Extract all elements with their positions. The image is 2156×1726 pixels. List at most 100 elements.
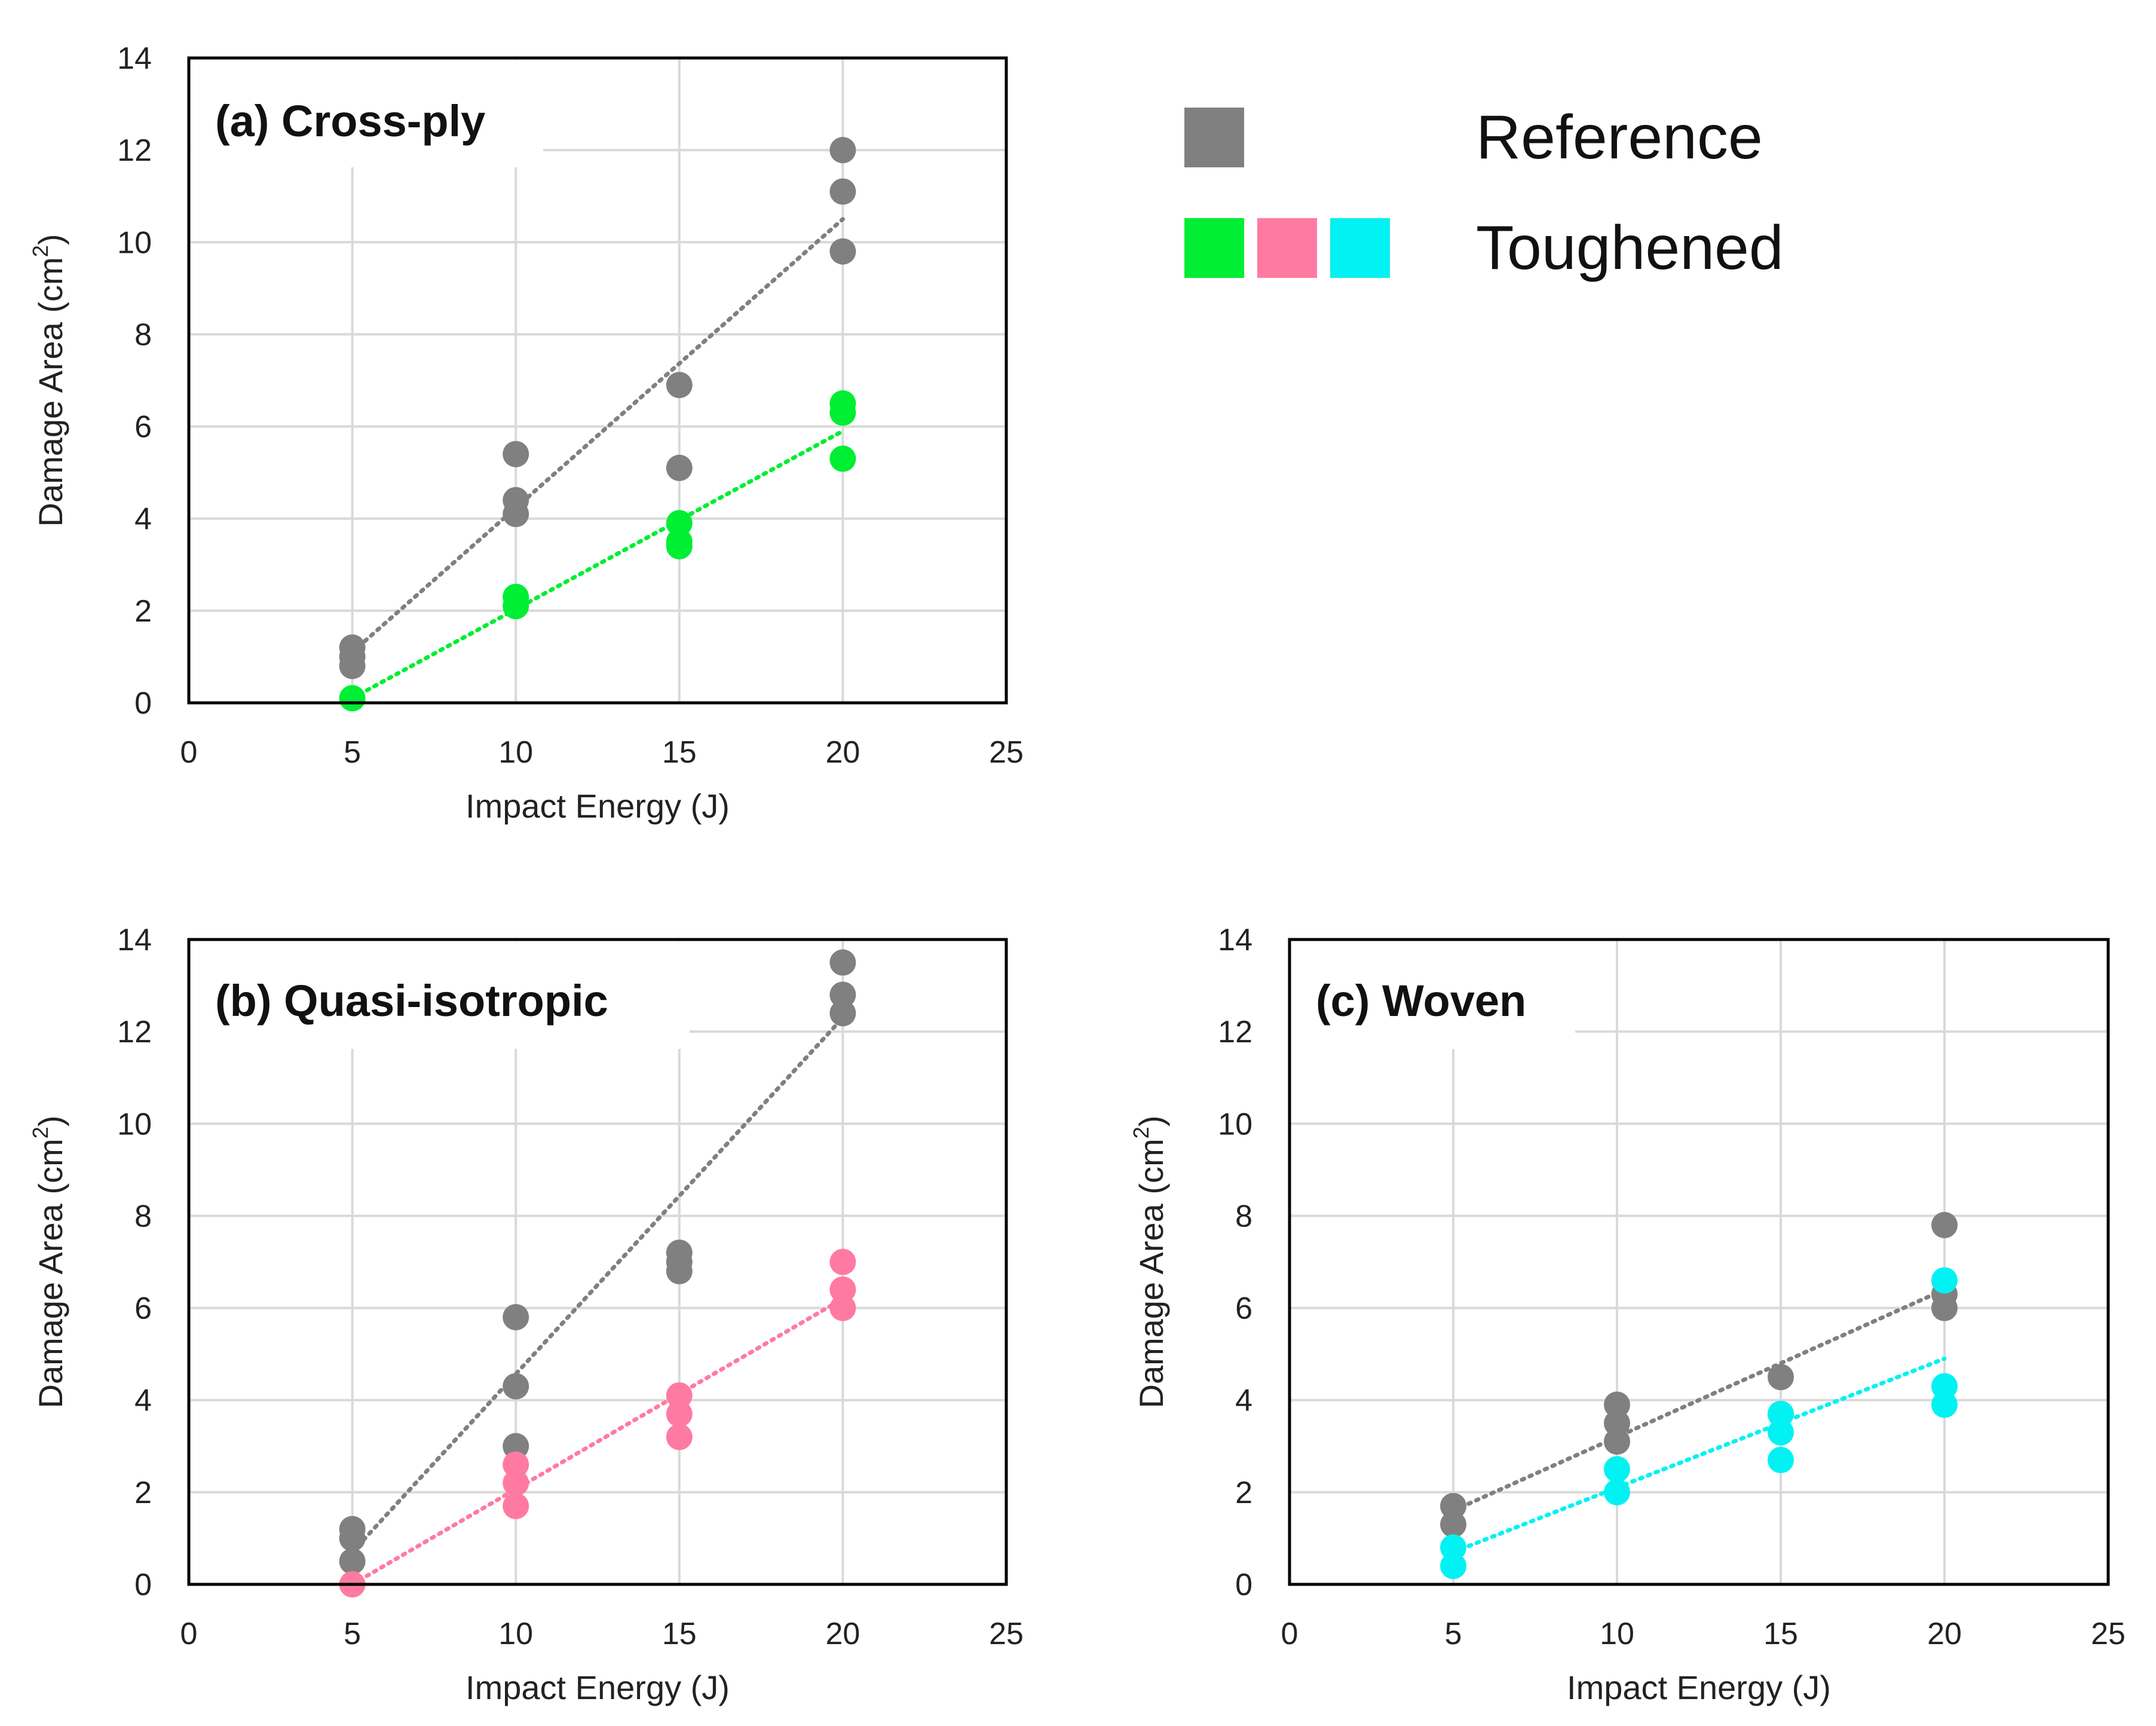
y-tick-label: 4 [134, 502, 152, 537]
data-point-reference [1931, 1211, 1958, 1238]
y-tick-label: 0 [134, 1568, 152, 1602]
y-axis-label-main: Damage Area (cm [32, 1139, 69, 1408]
data-point-reference [1440, 1492, 1466, 1519]
data-point-toughened [503, 1492, 529, 1519]
data-point-toughened [666, 1424, 693, 1450]
x-tick-label: 5 [344, 735, 361, 770]
data-point-toughened [829, 390, 856, 417]
data-point-toughened [829, 1248, 856, 1275]
data-point-reference [503, 1303, 529, 1330]
title-background [191, 60, 543, 167]
data-point-reference [1604, 1428, 1630, 1455]
data-point-toughened [1768, 1446, 1794, 1473]
data-point-reference [1768, 1364, 1794, 1391]
y-tick-label: 14 [117, 41, 152, 76]
legend-swatch-toughened-pink [1257, 218, 1317, 278]
trendline-reference [1451, 1287, 1947, 1513]
x-tick-label: 25 [2091, 1617, 2126, 1651]
legend-swatch-toughened-green [1184, 218, 1244, 278]
y-tick-label: 12 [117, 1015, 152, 1049]
y-axis-label-main: Damage Area (cm [32, 257, 69, 527]
legend: Reference Toughened [1184, 103, 1784, 283]
data-point-toughened [829, 1276, 856, 1303]
chart-cross-ply: (a) Cross-ply 0 2 4 6 8 10 12 14 0 5 10 15 20 25 Impact… [28, 41, 1024, 825]
y-axis-label-close: ) [32, 234, 69, 246]
data-point-reference [1604, 1391, 1630, 1418]
y-tick-label: 0 [134, 686, 152, 721]
x-axis-label: Impact Energy (J) [466, 1669, 730, 1706]
y-tick-label: 10 [117, 1107, 152, 1142]
x-tick-label: 25 [989, 735, 1024, 770]
x-axis-label: Impact Energy (J) [466, 787, 730, 825]
data-point-toughened [829, 445, 856, 472]
plot-frame [187, 938, 1008, 1586]
chart-title: (a) Cross-ply [215, 96, 485, 146]
y-axis-label: Damage Area (cm2) [1129, 1116, 1170, 1409]
data-point-reference [829, 1000, 856, 1027]
legend-label-reference: Reference [1476, 103, 1763, 172]
data-point-reference [339, 1516, 366, 1543]
y-tick-label: 0 [1235, 1568, 1252, 1602]
y-tick-label: 4 [134, 1384, 152, 1418]
data-point-reference [339, 634, 366, 661]
x-tick-label: 20 [1927, 1617, 1962, 1651]
x-tick-label: 20 [825, 1617, 860, 1651]
data-point-toughened [1931, 1391, 1958, 1418]
y-tick-label: 14 [1218, 923, 1252, 957]
y-axis-label: Damage Area (cm2) [28, 234, 69, 527]
x-axis-label: Impact Energy (J) [1567, 1669, 1831, 1706]
data-point-reference [829, 981, 856, 1008]
data-point-toughened [503, 1470, 529, 1497]
legend-swatch-toughened-cyan [1330, 218, 1390, 278]
y-axis-label-close: ) [32, 1116, 69, 1127]
y-tick-label: 4 [1235, 1384, 1252, 1418]
data-point-reference [503, 1433, 529, 1459]
data-point-toughened [1440, 1534, 1466, 1561]
y-tick-label: 12 [1218, 1015, 1252, 1049]
data-point-toughened [666, 510, 693, 537]
data-point-toughened [1440, 1553, 1466, 1580]
y-tick-label: 2 [1235, 1476, 1252, 1510]
data-point-toughened [339, 685, 366, 712]
trendline-toughened [350, 429, 845, 700]
data-point-reference [503, 440, 529, 467]
trendline-reference [350, 1015, 845, 1554]
y-tick-label: 6 [134, 1292, 152, 1326]
data-point-toughened [666, 1382, 693, 1409]
x-tick-label: 15 [662, 735, 697, 770]
chart-woven: (c) Woven 0 2 4 6 8 10 12 14 0 5 10 15 20 25 Impact Ene… [1129, 923, 2126, 1706]
y-tick-label: 12 [117, 133, 152, 168]
trendline-toughened [350, 1296, 845, 1587]
y-tick-label: 8 [134, 1199, 152, 1234]
data-point-toughened [829, 1294, 856, 1321]
data-point-reference [666, 454, 693, 481]
y-tick-label: 2 [134, 1476, 152, 1510]
chart-title: (b) Quasi-isotropic [215, 976, 608, 1026]
chart-quasi-isotropic: (b) Quasi-isotropic 0 2 4 6 8 10 12 14 0 5 10 15 20 25… [28, 923, 1024, 1706]
y-axis-label-close: ) [1132, 1116, 1170, 1127]
legend-label-toughened: Toughened [1476, 213, 1784, 283]
data-point-reference [666, 372, 693, 399]
title-background [191, 941, 690, 1049]
data-point-reference [829, 949, 856, 976]
x-tick-label: 10 [1600, 1617, 1634, 1651]
data-point-reference [666, 1240, 693, 1266]
data-point-toughened [503, 1451, 529, 1478]
data-point-toughened [1768, 1419, 1794, 1446]
x-tick-label: 0 [1281, 1617, 1298, 1651]
y-axis-label-superscript: 2 [28, 245, 53, 257]
data-point-reference [339, 1548, 366, 1575]
y-axis-label-superscript: 2 [28, 1127, 53, 1139]
y-axis-label-superscript: 2 [1129, 1127, 1153, 1139]
y-tick-label: 6 [1235, 1292, 1252, 1326]
y-tick-label: 10 [1218, 1107, 1252, 1142]
data-point-toughened [666, 1400, 693, 1427]
data-point-toughened [503, 583, 529, 610]
y-tick-label: 8 [1235, 1199, 1252, 1234]
x-tick-label: 0 [180, 735, 198, 770]
x-tick-label: 5 [344, 1617, 361, 1651]
data-point-toughened [1931, 1373, 1958, 1400]
plot-frame [187, 56, 1008, 705]
x-tick-label: 5 [1445, 1617, 1462, 1651]
y-axis-label: Damage Area (cm2) [28, 1116, 69, 1409]
